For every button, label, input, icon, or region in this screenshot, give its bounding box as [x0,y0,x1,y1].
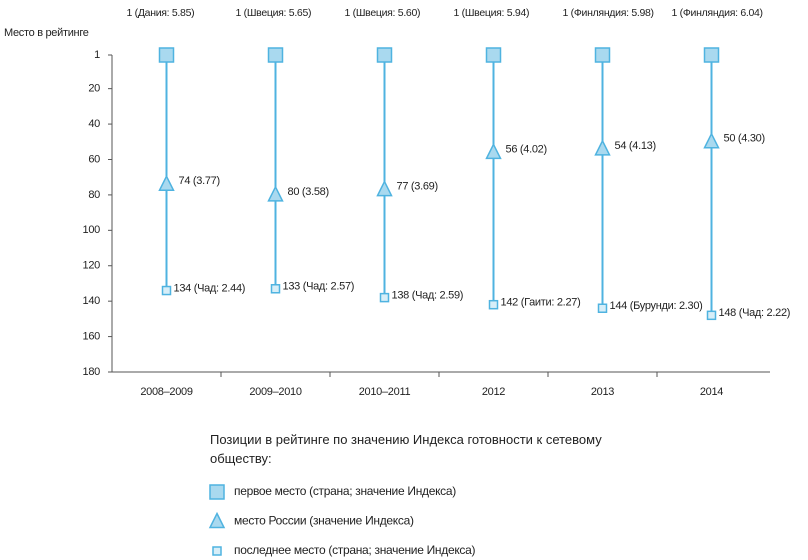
y-tick-label: 120 [83,260,101,272]
data-label: 1 (Швеция: 5.65) [235,7,312,19]
legend-label: первое место (страна; значение Индекса) [234,484,456,498]
data-label: 77 (3.69) [397,180,438,192]
y-tick-label: 20 [88,83,100,95]
data-label: 138 (Чад: 2.59) [392,290,464,302]
x-tick-label: 2014 [700,386,723,398]
russia-marker [208,511,226,529]
legend-title: Позиции в рейтинге по значению Индекса г… [210,432,602,466]
y-tick-label: 100 [83,224,101,236]
russia-marker [158,174,175,192]
y-tick-label: 1 [94,49,100,61]
x-tick-label: 2012 [482,386,505,398]
data-label: 74 (3.77) [179,175,220,187]
first-place-marker [158,47,175,63]
last-place-marker [379,292,390,303]
data-label: 134 (Чад: 2.44) [174,282,246,294]
first-place-marker [209,484,225,500]
last-place-marker [488,299,499,310]
data-label: 56 (4.02) [506,143,547,155]
russia-marker [267,185,284,202]
first-place-marker [703,47,720,63]
last-place-marker [597,303,608,313]
x-tick-label: 2013 [591,386,614,398]
legend-label: место России (значение Индекса) [234,514,414,528]
first-place-marker [267,47,284,63]
russia-marker [703,132,720,149]
y-tick-label: 40 [88,118,100,130]
russia-marker [485,142,502,160]
x-tick-label: 2008–2009 [140,386,193,398]
data-label: 80 (3.58) [288,186,329,198]
y-tick-label: 160 [83,330,101,342]
data-label: 1 (Финляндия: 6.04) [671,7,764,19]
data-label: 148 (Чад: 2.22) [719,307,791,319]
y-tick-label: 60 [88,153,100,165]
first-place-marker [376,47,393,63]
x-tick-label: 2010–2011 [359,386,411,398]
legend-label: последнее место (страна; значение Индекс… [234,543,475,557]
last-place-marker [270,284,281,294]
russia-marker [594,139,611,156]
data-label: 54 (4.13) [615,140,656,152]
first-place-marker [594,47,611,63]
data-label: 133 (Чад: 2.57) [283,281,355,293]
russia-marker [376,179,393,197]
last-place-marker [212,546,222,556]
last-place-marker [706,310,717,321]
first-place-marker [485,47,502,63]
y-tick-label: 180 [83,366,101,378]
y-tick-label: 80 [88,189,100,201]
data-label: 1 (Финляндия: 5.98) [562,7,655,19]
data-label: 144 (Бурунди: 2.30) [610,300,703,312]
x-tick-label: 2009–2010 [249,386,302,398]
y-axis-label: Место в рейтинге [4,27,89,39]
data-label: 1 (Швеция: 5.94) [453,7,530,19]
last-place-marker [161,285,172,296]
data-label: 1 (Дания: 5.85) [126,7,195,19]
data-label: 1 (Швеция: 5.60) [344,7,421,19]
data-label: 50 (4.30) [724,133,765,145]
y-tick-label: 140 [83,295,101,307]
data-label: 142 (Гаити: 2.27) [501,297,581,309]
